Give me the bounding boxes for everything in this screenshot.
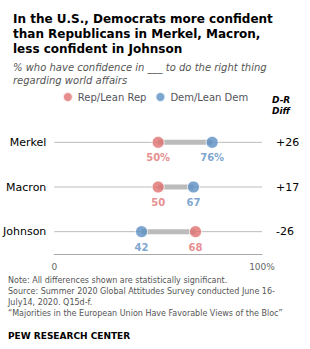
svg-text:42: 42: [135, 242, 149, 253]
svg-text:Source: Summer 2020 Global Att: Source: Summer 2020 Global Attitudes Sur…: [8, 287, 275, 296]
svg-text:+17: +17: [276, 181, 299, 194]
svg-text:Dem/Lean Dem: Dem/Lean Dem: [170, 92, 248, 103]
svg-text:than Republicans in Merkel, Ma: than Republicans in Merkel, Macron,: [13, 27, 260, 41]
svg-text:-26: -26: [276, 225, 294, 238]
svg-text:Note: All differences shown ar: Note: All differences shown are statisti…: [8, 276, 227, 285]
svg-text:less confident in Johnson: less confident in Johnson: [13, 42, 182, 56]
svg-text:Macron: Macron: [6, 181, 46, 194]
svg-text:July14, 2020. Q15d-f.: July14, 2020. Q15d-f.: [7, 298, 92, 307]
svg-text:68: 68: [189, 242, 203, 253]
svg-text:50%: 50%: [146, 152, 170, 163]
svg-text:“Majorities in the European Un: “Majorities in the European Union Have F…: [8, 309, 283, 318]
svg-text:PEW RESEARCH CENTER: PEW RESEARCH CENTER: [8, 331, 130, 341]
svg-text:76%: 76%: [200, 152, 224, 163]
svg-text:D-R: D-R: [272, 95, 290, 105]
svg-text:67: 67: [187, 197, 201, 208]
svg-text:Rep/Lean Rep: Rep/Lean Rep: [78, 92, 147, 103]
svg-text:50: 50: [151, 197, 165, 208]
svg-text:% who have confidence in ___ t: % who have confidence in ___ to do the r…: [13, 62, 267, 74]
svg-text:In the U.S., Democrats more co: In the U.S., Democrats more confident: [13, 12, 273, 26]
svg-text:+26: +26: [276, 136, 299, 149]
svg-text:Johnson: Johnson: [2, 225, 46, 238]
svg-text:0: 0: [51, 262, 57, 272]
svg-text:Merkel: Merkel: [10, 136, 47, 149]
svg-text:100%: 100%: [249, 262, 275, 272]
svg-text:regarding world affairs: regarding world affairs: [13, 75, 127, 86]
svg-text:Diff: Diff: [272, 106, 292, 116]
